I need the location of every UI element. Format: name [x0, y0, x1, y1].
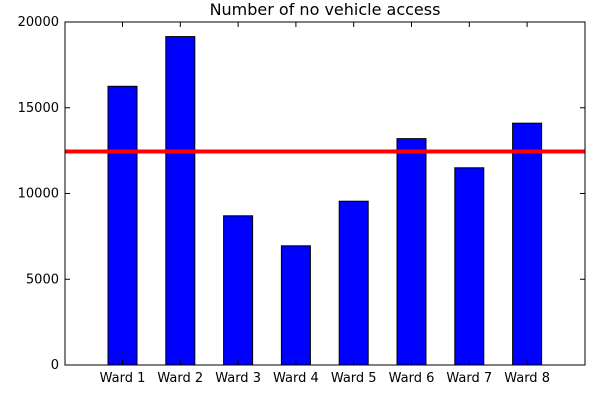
x-tick-label: Ward 4	[273, 371, 319, 386]
x-tick-label: Ward 5	[331, 371, 377, 386]
x-tick-label: Ward 1	[100, 371, 146, 386]
bar-ward-8	[512, 122, 543, 366]
y-tick-label: 5000	[26, 272, 59, 287]
bar-ward-1	[107, 85, 138, 366]
bar-ward-6	[396, 138, 427, 366]
bar-ward-7	[454, 167, 485, 366]
x-tick-label: Ward 7	[446, 371, 492, 386]
plot-frame	[64, 21, 586, 366]
x-tick-label: Ward 8	[504, 371, 550, 386]
y-tick-label: 15000	[18, 101, 59, 116]
bar-ward-4	[280, 245, 311, 366]
y-tick-label: 0	[51, 358, 59, 373]
x-tick-label: Ward 6	[389, 371, 435, 386]
x-tick-label: Ward 3	[215, 371, 261, 386]
y-tick-label: 20000	[18, 15, 59, 30]
tick-labels-layer: 0 5000 10000 15000 20000 Ward 1 Ward 2 Ward 3 Wa…	[18, 15, 550, 386]
axes-layer	[64, 21, 586, 366]
bar-ward-3	[223, 215, 254, 366]
chart-title: Number of no vehicle access	[210, 0, 441, 19]
bar-ward-5	[338, 200, 369, 366]
x-tick-label: Ward 2	[157, 371, 203, 386]
bars-layer	[107, 36, 543, 366]
bar-ward-2	[165, 36, 196, 366]
y-tick-label: 10000	[18, 187, 59, 202]
